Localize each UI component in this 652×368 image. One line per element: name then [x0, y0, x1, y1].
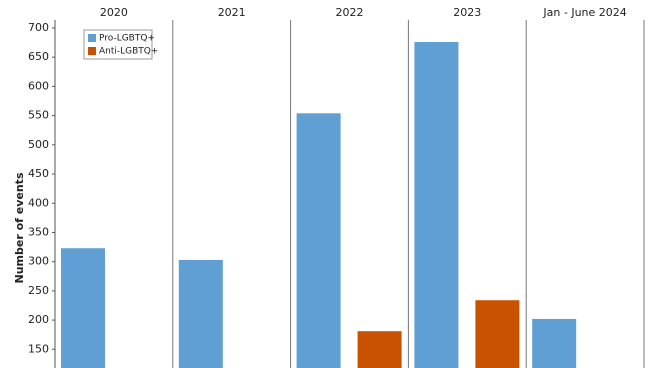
y-axis-label: Number of events: [13, 172, 26, 283]
y-tick-label: 200: [28, 313, 49, 326]
category-label: 2023: [453, 6, 481, 19]
bar: [357, 331, 402, 368]
y-tick-label: 350: [28, 225, 49, 238]
y-tick-label: 150: [28, 342, 49, 355]
legend: Pro-LGBTQ+ Anti-LGBTQ+: [83, 29, 158, 60]
y-tick-label: 600: [28, 79, 49, 92]
bar: [296, 113, 341, 368]
bar: [414, 42, 459, 368]
legend-label: Pro-LGBTQ+: [99, 34, 155, 44]
y-tick-label: 300: [28, 255, 49, 268]
bar: [475, 300, 520, 368]
category-label: 2020: [100, 6, 128, 19]
y-tick-label: 450: [28, 167, 49, 180]
category-label: 2021: [218, 6, 246, 19]
bar: [61, 248, 105, 368]
bar: [178, 259, 223, 368]
category-label: 2022: [336, 6, 364, 19]
y-tick-label: 700: [28, 21, 49, 34]
y-tick-label: 250: [28, 284, 49, 297]
legend-swatch: [88, 47, 96, 55]
y-tick-label: 400: [28, 196, 49, 209]
bar: [532, 318, 577, 368]
y-tick-label: 550: [28, 109, 49, 122]
y-tick-label: 500: [28, 138, 49, 151]
y-tick-label: 650: [28, 50, 49, 63]
legend-label: Anti-LGBTQ+: [99, 47, 158, 57]
legend-swatch: [88, 34, 96, 42]
category-label: Jan - June 2024: [542, 6, 626, 19]
